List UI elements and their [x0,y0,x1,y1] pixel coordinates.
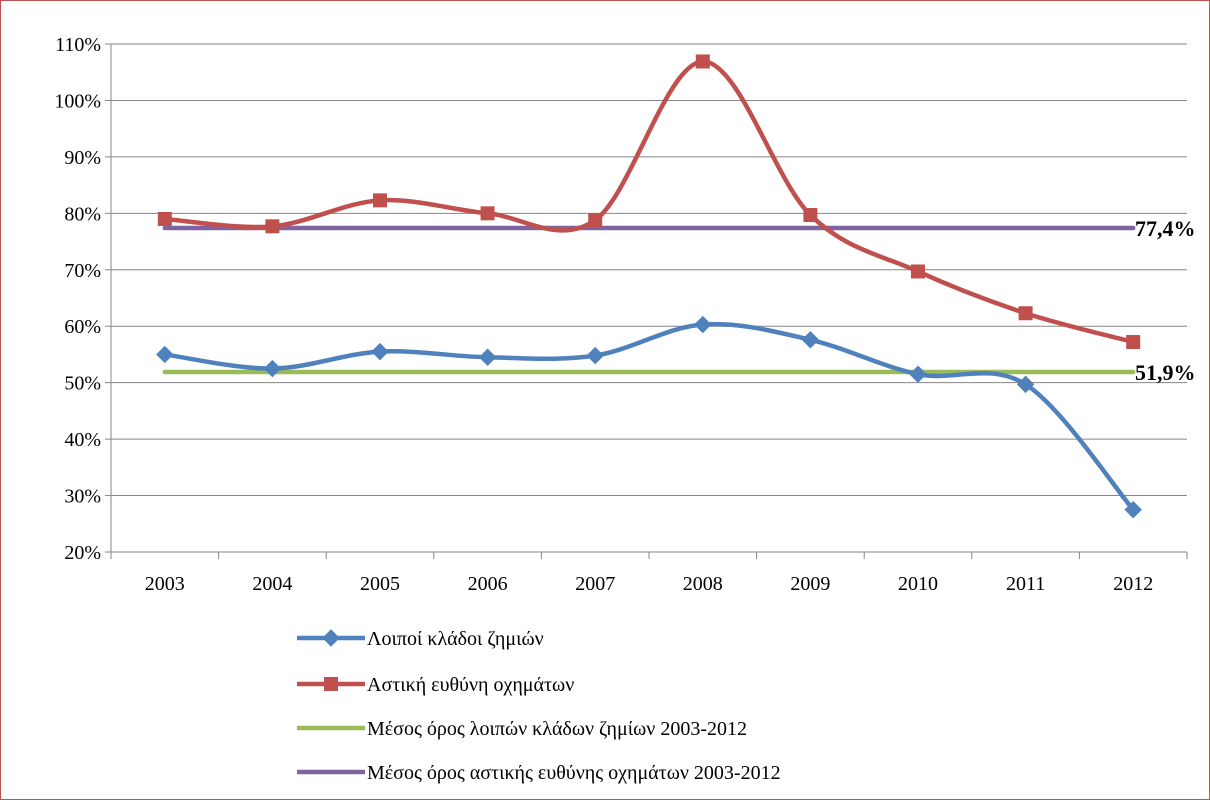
data-point [371,342,389,361]
end-value-label: 51,9% [1135,360,1196,385]
y-tick-label: 30% [64,486,101,508]
y-tick-label: 80% [64,203,101,225]
data-point [478,348,497,366]
data-point [1018,306,1033,321]
x-tick-label: 2012 [1113,573,1153,595]
y-tick-label: 40% [64,429,101,451]
x-tick-label: 2006 [468,573,508,595]
y-tick-label: 110% [55,34,101,56]
series-line [162,59,1136,345]
x-tick-label: 2003 [145,573,185,595]
x-tick-label: 2010 [898,573,938,595]
end-value-label: 77,4% [1135,216,1196,241]
x-tick-label: 2005 [360,573,400,595]
data-point [480,206,495,221]
data-point [157,211,172,226]
y-tick-label: 60% [64,316,101,338]
legend-item: Λοιποί κλάδοι ζημιών [297,628,544,650]
series-1 [156,315,1142,519]
legend-marker [324,677,338,691]
data-point [803,208,818,223]
data-point [588,213,603,228]
series-line [162,321,1136,512]
data-point [1124,500,1142,519]
y-tick-label: 90% [64,147,101,169]
legend-item: Μέσος όρος αστικής ευθύνης οχημάτων 2003… [297,762,781,784]
legend: Λοιποί κλάδοι ζημιών Αστική ευθύνη οχημάτ… [297,628,781,784]
data-point [373,193,387,208]
legend-label: Αστική ευθύνη οχημάτων [367,674,574,696]
gridlines [111,43,1187,553]
data-point [694,315,712,334]
data-point [909,365,927,383]
data-point [1126,335,1141,350]
legend-label: Λοιποί κλάδοι ζημιών [367,628,544,650]
data-point [695,54,710,69]
series-2 [157,54,1141,350]
data-point [265,219,280,234]
series-layer [156,54,1142,519]
legend-item: Αστική ευθύνη οχημάτων [297,674,574,696]
x-tick-label: 2011 [1006,573,1045,595]
legend-item: Μέσος όρος λοιπών κλάδων ζημίων 2003-201… [297,718,747,740]
y-tick-label: 20% [64,542,101,564]
y-tick-label: 70% [64,260,101,282]
end-labels: 51,9% 77,4% [1135,216,1196,385]
x-tick-label: 2008 [683,573,723,595]
data-point [156,345,174,364]
legend-marker [322,629,340,647]
x-tick-label: 2007 [575,573,615,595]
legend-label: Μέσος όρος λοιπών κλάδων ζημίων 2003-201… [367,718,747,740]
legend-label: Μέσος όρος αστικής ευθύνης οχημάτων 2003… [367,762,781,784]
data-point [263,359,282,378]
data-point [586,346,604,365]
data-point [1016,375,1035,394]
data-point [801,331,820,349]
y-tick-label: 50% [64,373,101,395]
data-point [911,264,925,279]
y-tick-label: 100% [54,90,101,112]
axes: 20% 30% 40% 50% 60% 70% 80% 90% 100% 110% 2003 2004… [54,34,1188,595]
x-tick-label: 2009 [790,573,830,595]
x-tick-label: 2004 [252,573,292,595]
